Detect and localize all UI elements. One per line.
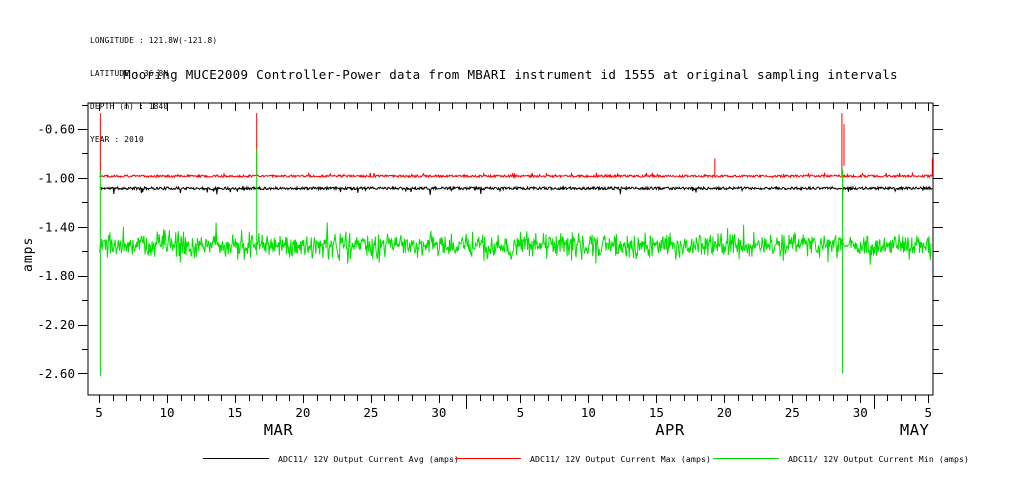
metadata-latitude: LATITUDE : 36.8N — [90, 69, 169, 78]
legend-line-max-icon — [455, 458, 521, 459]
svg-text:-0.60: -0.60 — [37, 122, 75, 137]
svg-text:-1.80: -1.80 — [37, 268, 75, 283]
svg-text:-1.00: -1.00 — [37, 170, 75, 185]
legend-item-min: ADC11/ 12V Output Current Min (amps) — [713, 447, 970, 464]
legend-label-min: ADC11/ 12V Output Current Min (amps) — [788, 454, 970, 464]
svg-text:25: 25 — [785, 405, 800, 420]
metadata-year: YEAR : 2010 — [90, 135, 144, 144]
chart-title: Mooring MUCE2009 Controller-Power data f… — [123, 67, 898, 82]
svg-text:5: 5 — [924, 405, 932, 420]
svg-text:20: 20 — [717, 405, 732, 420]
svg-text:15: 15 — [227, 405, 242, 420]
svg-text:5: 5 — [95, 405, 103, 420]
legend-item-max: ADC11/ 12V Output Current Max (amps) — [455, 447, 712, 464]
svg-text:-1.40: -1.40 — [37, 219, 75, 234]
svg-text:15: 15 — [649, 405, 664, 420]
svg-text:5: 5 — [517, 405, 525, 420]
legend-line-min-icon — [713, 458, 779, 459]
svg-text:20: 20 — [295, 405, 310, 420]
legend-label-max: ADC11/ 12V Output Current Max (amps) — [530, 454, 712, 464]
metadata-longitude: LONGITUDE : 121.8W(-121.8) — [90, 36, 218, 45]
svg-text:10: 10 — [581, 405, 596, 420]
svg-text:APR: APR — [655, 421, 685, 439]
legend-label-avg: ADC11/ 12V Output Current Avg (amps) — [278, 454, 460, 464]
svg-text:-2.60: -2.60 — [37, 366, 75, 381]
legend-line-avg-icon — [203, 458, 269, 459]
svg-text:-2.20: -2.20 — [37, 317, 75, 332]
svg-text:MAY: MAY — [900, 421, 930, 439]
legend-item-avg: ADC11/ 12V Output Current Avg (amps) — [203, 447, 460, 464]
svg-text:MAR: MAR — [264, 421, 294, 439]
svg-text:25: 25 — [363, 405, 378, 420]
svg-text:30: 30 — [431, 405, 446, 420]
svg-text:30: 30 — [853, 405, 868, 420]
svg-text:10: 10 — [159, 405, 174, 420]
chart-legend: ADC11/ 12V Output Current Avg (amps) ADC… — [0, 447, 1009, 464]
